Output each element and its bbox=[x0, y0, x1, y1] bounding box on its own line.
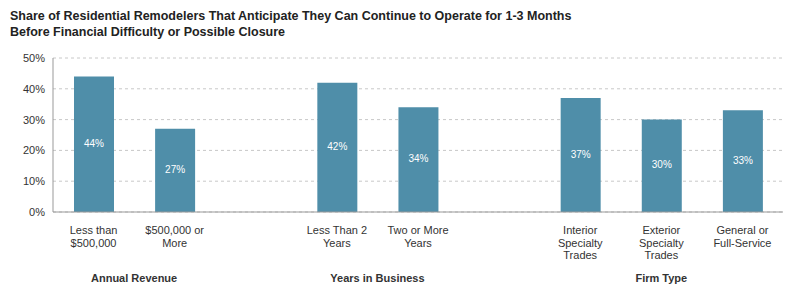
svg-text:33%: 33% bbox=[733, 155, 753, 166]
svg-text:20%: 20% bbox=[23, 144, 45, 156]
svg-text:27%: 27% bbox=[165, 164, 185, 175]
svg-text:10%: 10% bbox=[23, 175, 45, 187]
svg-text:50%: 50% bbox=[23, 52, 45, 64]
svg-text:Annual Revenue: Annual Revenue bbox=[91, 272, 177, 284]
svg-text:ExteriorSpecialtyTrades: ExteriorSpecialtyTrades bbox=[639, 224, 684, 261]
svg-text:General orFull-Service: General orFull-Service bbox=[713, 224, 771, 249]
html-text:Share of Residential Remodeler: Share of Residential Remodelers That Ant… bbox=[10, 9, 572, 39]
svg-text:40%: 40% bbox=[23, 83, 45, 95]
svg-text:34%: 34% bbox=[408, 153, 428, 164]
svg-text:Years in Business: Years in Business bbox=[330, 272, 424, 284]
svg-text:30%: 30% bbox=[652, 159, 672, 170]
svg-text:Less Than 2Years: Less Than 2Years bbox=[307, 224, 367, 249]
svg-text:Two or MoreYears: Two or MoreYears bbox=[387, 224, 448, 249]
svg-text:InteriorSpecialtyTrades: InteriorSpecialtyTrades bbox=[558, 224, 603, 261]
svg-text:37%: 37% bbox=[571, 149, 591, 160]
svg-text:Less than$500,000: Less than$500,000 bbox=[70, 224, 118, 249]
svg-text:30%: 30% bbox=[23, 114, 45, 126]
svg-text:44%: 44% bbox=[84, 138, 104, 149]
svg-text:$500,000 orMore: $500,000 orMore bbox=[145, 224, 204, 249]
svg-text:Firm Type: Firm Type bbox=[635, 272, 687, 284]
svg-text:42%: 42% bbox=[327, 141, 347, 152]
svg-text:0%: 0% bbox=[29, 206, 45, 218]
